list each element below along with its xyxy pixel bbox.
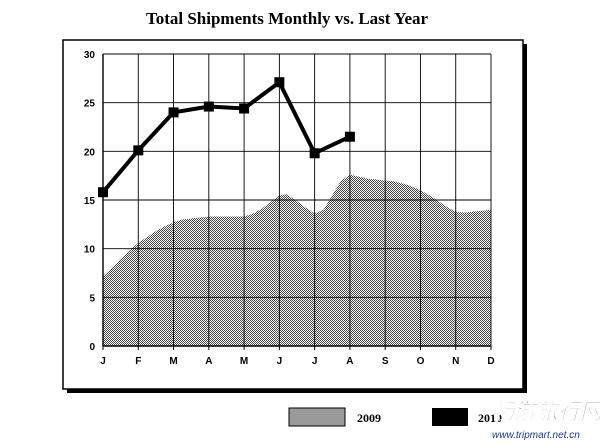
legend-swatch-2010 (432, 408, 468, 426)
y-tick-label-15: 15 (84, 196, 96, 207)
watermark-url: www.tripmart.net.cn (492, 430, 580, 441)
y-tick-label-30: 30 (84, 50, 96, 61)
watermark: 畅游旅行网 www.tripmart.net.cn (492, 399, 600, 441)
marker-2010-6 (309, 148, 320, 159)
marker-2010-1 (133, 145, 144, 156)
x-tick-label-0: J (100, 356, 106, 367)
marker-2010-4 (239, 103, 250, 114)
legend: 2009 2010 (288, 407, 502, 427)
y-tick-label-10: 10 (84, 245, 96, 256)
marker-2010-5 (274, 77, 285, 88)
x-tick-label-4: M (240, 356, 248, 367)
x-tick-label-1: F (135, 356, 141, 367)
marker-2010-3 (203, 101, 214, 112)
y-tick-label-0: 0 (89, 342, 95, 353)
x-tick-label-6: J (312, 356, 318, 367)
marker-2010-0 (98, 187, 108, 198)
x-tick-label-2: M (169, 356, 177, 367)
marker-2010-2 (168, 107, 179, 118)
chart-title: Total Shipments Monthly vs. Last Year (146, 9, 429, 28)
legend-swatch-2009 (288, 407, 346, 427)
x-tick-label-11: D (487, 356, 494, 367)
marker-2010-7 (344, 131, 355, 142)
area-2009 (103, 174, 491, 346)
x-tick-label-5: J (277, 356, 283, 367)
y-tick-label-25: 25 (84, 99, 96, 110)
x-tick-label-10: N (452, 356, 459, 367)
line-2010 (101, 79, 351, 194)
x-tick-label-8: S (382, 356, 389, 367)
plot-area: 0 5 10 15 20 25 30 J F M A M J J A S O N D (84, 50, 495, 367)
x-tick-label-9: O (417, 356, 425, 367)
y-tick-label-5: 5 (89, 293, 95, 304)
x-tick-label-3: A (205, 356, 212, 367)
y-tick-label-20: 20 (84, 147, 96, 158)
legend-label-2010: 2010 (478, 411, 502, 425)
x-tick-label-7: A (346, 356, 353, 367)
watermark-chinese-text: 畅游旅行网 (492, 399, 600, 425)
legend-label-2009: 2009 (357, 411, 381, 425)
